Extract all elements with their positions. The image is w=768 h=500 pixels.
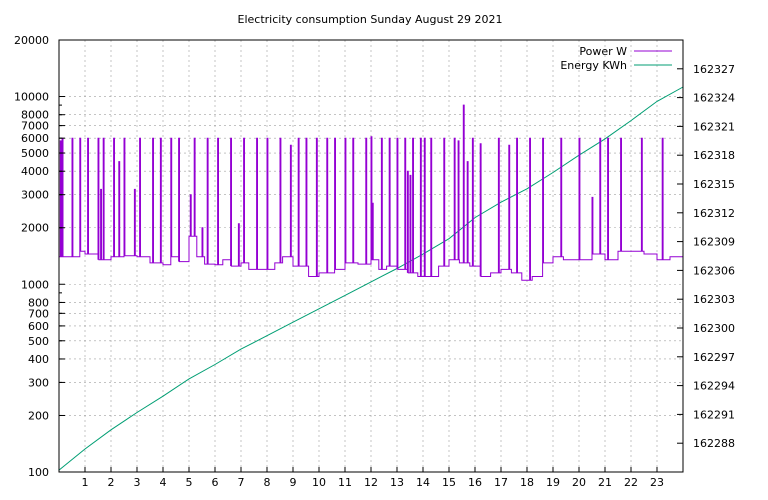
tick-label-y-4000: 4000 bbox=[21, 165, 49, 178]
tick-label-x-10: 10 bbox=[312, 476, 326, 489]
tick-label-x-14: 14 bbox=[416, 476, 430, 489]
tick-label-y2-162327: 162327 bbox=[693, 63, 735, 76]
tick-label-x-8: 8 bbox=[264, 476, 271, 489]
tick-label-x-4: 4 bbox=[160, 476, 167, 489]
tick-label-y-600: 600 bbox=[28, 320, 49, 333]
chart-title: Electricity consumption Sunday August 29… bbox=[238, 13, 503, 26]
tick-label-y2-162303: 162303 bbox=[693, 293, 735, 306]
tick-label-y2-162288: 162288 bbox=[693, 437, 735, 450]
tick-label-y2-162315: 162315 bbox=[693, 178, 735, 191]
tick-label-x-17: 17 bbox=[494, 476, 508, 489]
tick-label-y2-162312: 162312 bbox=[693, 207, 735, 220]
tick-label-y-300: 300 bbox=[28, 376, 49, 389]
tick-label-x-11: 11 bbox=[338, 476, 352, 489]
tick-label-y-7000: 7000 bbox=[21, 120, 49, 133]
tick-label-y2-162300: 162300 bbox=[693, 322, 735, 335]
tick-label-y-20000: 20000 bbox=[14, 34, 49, 47]
tick-label-y-800: 800 bbox=[28, 296, 49, 309]
tick-label-y2-162291: 162291 bbox=[693, 408, 735, 421]
tick-label-x-20: 20 bbox=[572, 476, 586, 489]
tick-label-y-5000: 5000 bbox=[21, 147, 49, 160]
bottom-axis-ticks: 1 2 3 4 5 6 7 8 9 10 11 12 13 14 15 16 17 18 19 20 21 22 23 bbox=[82, 467, 664, 489]
tick-label-x-2: 2 bbox=[108, 476, 115, 489]
tick-label-x-3: 3 bbox=[134, 476, 141, 489]
tick-label-x-7: 7 bbox=[238, 476, 245, 489]
tick-label-x-6: 6 bbox=[212, 476, 219, 489]
tick-label-y2-162309: 162309 bbox=[693, 236, 735, 249]
series-power-w bbox=[59, 104, 684, 281]
legend: Power W Energy KWh bbox=[560, 45, 672, 72]
tick-label-y-8000: 8000 bbox=[21, 109, 49, 122]
tick-label-y-500: 500 bbox=[28, 335, 49, 348]
series-line-power-w bbox=[59, 104, 684, 281]
tick-label-y-100: 100 bbox=[28, 466, 49, 479]
tick-label-y-10000: 10000 bbox=[14, 91, 49, 104]
tick-label-x-18: 18 bbox=[520, 476, 534, 489]
tick-label-y2-162297: 162297 bbox=[693, 351, 735, 364]
tick-label-y-400: 400 bbox=[28, 353, 49, 366]
tick-label-x-5: 5 bbox=[186, 476, 193, 489]
tick-label-y-1000: 1000 bbox=[21, 278, 49, 291]
right-axis-ticks: 162288 162291 162294 162297 162300 162303 1623… bbox=[677, 63, 735, 450]
tick-label-x-23: 23 bbox=[650, 476, 664, 489]
tick-label-y2-162306: 162306 bbox=[693, 264, 735, 277]
legend-label-energy: Energy KWh bbox=[560, 59, 627, 72]
tick-label-y2-162294: 162294 bbox=[693, 380, 735, 393]
tick-label-y2-162324: 162324 bbox=[693, 92, 735, 105]
tick-label-x-16: 16 bbox=[468, 476, 482, 489]
tick-label-y-700: 700 bbox=[28, 307, 49, 320]
tick-label-x-9: 9 bbox=[290, 476, 297, 489]
tick-label-y-200: 200 bbox=[28, 409, 49, 422]
tick-label-x-12: 12 bbox=[364, 476, 378, 489]
legend-label-power: Power W bbox=[579, 45, 627, 58]
tick-label-y2-162321: 162321 bbox=[693, 120, 735, 133]
tick-label-y-3000: 3000 bbox=[21, 189, 49, 202]
tick-label-x-13: 13 bbox=[390, 476, 404, 489]
tick-label-x-1: 1 bbox=[82, 476, 89, 489]
tick-label-x-15: 15 bbox=[442, 476, 456, 489]
tick-label-x-19: 19 bbox=[546, 476, 560, 489]
tick-label-y2-162318: 162318 bbox=[693, 149, 735, 162]
tick-label-x-21: 21 bbox=[598, 476, 612, 489]
tick-label-x-22: 22 bbox=[624, 476, 638, 489]
tick-label-y-6000: 6000 bbox=[21, 132, 49, 145]
tick-label-y-2000: 2000 bbox=[21, 222, 49, 235]
